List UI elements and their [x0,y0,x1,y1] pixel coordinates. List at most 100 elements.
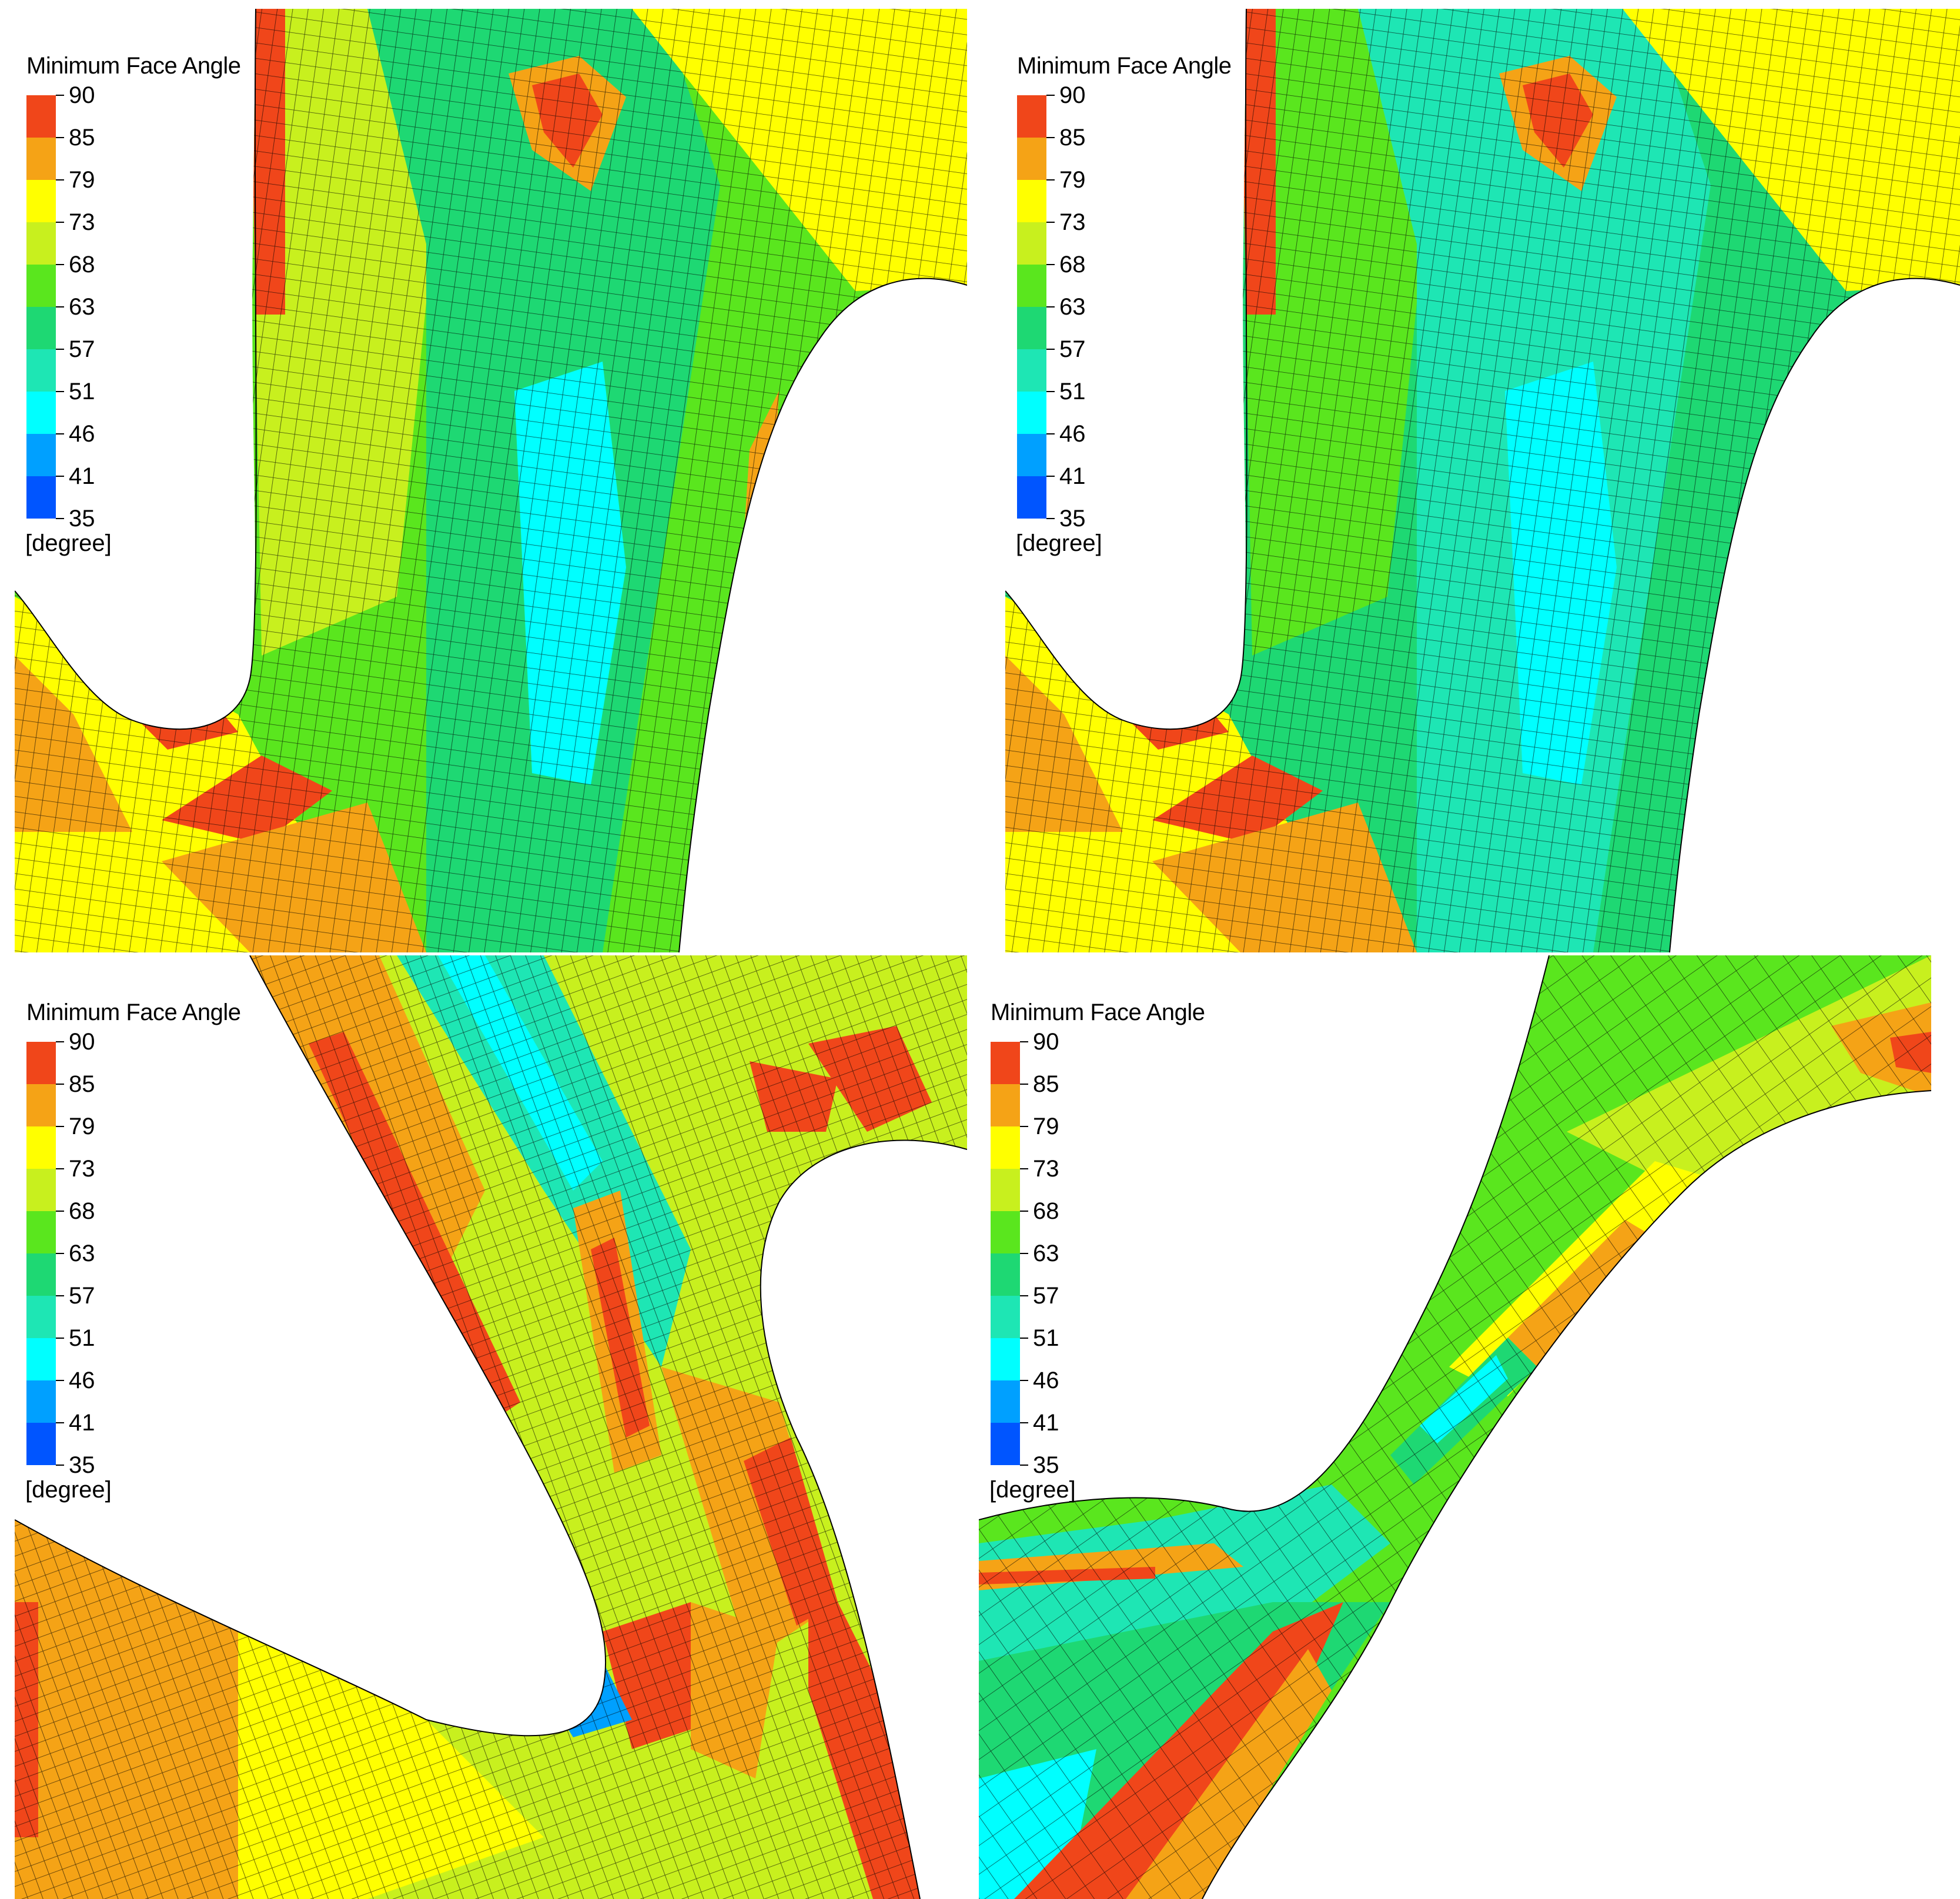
legend-tick-label: 68 [69,252,95,278]
legend-tick-label: 68 [69,1198,95,1224]
legend-swatch [26,434,56,476]
legend-tick-label: 73 [69,209,95,235]
legend-tick-label: 85 [69,125,95,151]
legend-tick [56,1338,64,1339]
legend-color-bar: 90 85 79 73 68 63 57 51 46 41 35 [991,1030,1059,1477]
color-legend: Minimum Face Angle 90 85 79 73 68 63 57 51 46 41 3… [1011,53,1258,559]
legend-tick-label: 79 [69,1114,95,1139]
panel-bottom-left: Minimum Face Angle 90 85 79 73 68 63 57 51 46 41 3… [15,955,967,1899]
legend-tick [1046,391,1055,392]
legend-tick [56,1422,64,1423]
legend-tick [56,1168,64,1169]
legend-tick-label: 57 [69,1283,95,1309]
legend-tick [1020,1126,1028,1127]
legend-tick-label: 46 [1059,421,1086,447]
legend-swatch [1017,265,1046,307]
legend-tick-label: 85 [1033,1071,1059,1097]
legend-tick-label: 35 [69,506,95,531]
legend-swatch [26,1211,56,1253]
legend-tick-label: 41 [69,463,95,489]
legend-swatch [1017,180,1046,222]
legend-swatch [1017,349,1046,392]
legend-tick [1046,518,1055,519]
legend-swatch [991,1423,1020,1465]
legend-tick [56,1126,64,1127]
legend-tick-label: 79 [1059,167,1086,193]
legend-tick [56,1041,64,1042]
legend-title: Minimum Face Angle [26,53,241,79]
legend-tick-label: 51 [69,1325,95,1351]
legend-swatch [1017,222,1046,265]
legend-title: Minimum Face Angle [1017,53,1232,79]
legend-tick [56,179,64,180]
legend-swatch [991,1084,1020,1126]
legend-tick-label: 90 [1059,82,1086,108]
legend-swatch [991,1253,1020,1296]
legend-swatch [26,1042,56,1084]
legend-tick-label: 35 [1059,506,1086,531]
legend-tick-label: 90 [69,82,95,108]
legend-color-bar: 90 85 79 73 68 63 57 51 46 41 35 [26,83,95,530]
legend-tick-label: 73 [69,1156,95,1182]
legend-unit: [degree] [25,530,112,556]
legend-swatch [991,1126,1020,1169]
legend-tick [1020,1465,1028,1466]
legend-tick-label: 79 [1033,1114,1059,1139]
legend-tick [1046,349,1055,350]
legend-swatch [991,1169,1020,1211]
legend-tick [56,95,64,96]
legend-tick [56,1465,64,1466]
legend-tick [56,222,64,223]
legend-swatch [991,1380,1020,1423]
legend-swatch [1017,476,1046,519]
legend-tick-label: 79 [69,167,95,193]
legend-tick [56,518,64,519]
mesh-plot [1005,9,1960,952]
legend-swatch [26,1126,56,1169]
legend-tick [56,306,64,307]
legend-swatch [26,1084,56,1126]
legend-tick [1046,179,1055,180]
legend-tick [1020,1084,1028,1085]
legend-tick [56,433,64,434]
legend-color-bar: 90 85 79 73 68 63 57 51 46 41 35 [1017,83,1086,530]
legend-tick-label: 73 [1059,209,1086,235]
legend-tick [56,391,64,392]
legend-tick [56,476,64,477]
legend-swatch [26,180,56,222]
legend-swatch [991,1211,1020,1253]
legend-swatch [26,1338,56,1380]
legend-tick-label: 68 [1033,1198,1059,1224]
legend-swatch [26,138,56,180]
legend-tick-label: 41 [69,1410,95,1436]
legend-tick [1046,137,1055,138]
panel-top-right: Minimum Face Angle 90 85 79 73 68 63 57 51 46 41 3… [1005,9,1960,952]
legend-swatch [26,392,56,434]
legend-tick-label: 57 [1033,1283,1059,1309]
legend-tick-label: 63 [1033,1241,1059,1266]
legend-swatch [26,1296,56,1338]
legend-tick-label: 63 [1059,294,1086,320]
legend-tick [56,1253,64,1254]
legend-tick-label: 68 [1059,252,1086,278]
legend-swatch [1017,392,1046,434]
legend-tick-label: 46 [1033,1368,1059,1393]
legend-swatch [26,95,56,138]
legend-tick [56,264,64,265]
legend-tick [1046,306,1055,307]
legend-swatch [26,1169,56,1211]
legend-tick-label: 57 [69,336,95,362]
legend-tick-label: 73 [1033,1156,1059,1182]
legend-tick [1020,1422,1028,1423]
legend-swatch [26,1380,56,1423]
legend-tick-label: 57 [1059,336,1086,362]
legend-tick-label: 90 [1033,1029,1059,1055]
panel-bottom-right: Minimum Face Angle 90 85 79 73 68 63 57 51 46 41 3… [979,955,1960,1899]
legend-tick [1020,1041,1028,1042]
legend-unit: [degree] [1016,530,1102,556]
legend-tick [1020,1338,1028,1339]
panel-top-left: Minimum Face Angle 90 85 79 73 68 63 57 51 46 41 3… [15,9,967,952]
legend-tick-label: 51 [69,379,95,404]
legend-unit: [degree] [989,1477,1076,1503]
legend-swatch [26,1423,56,1465]
